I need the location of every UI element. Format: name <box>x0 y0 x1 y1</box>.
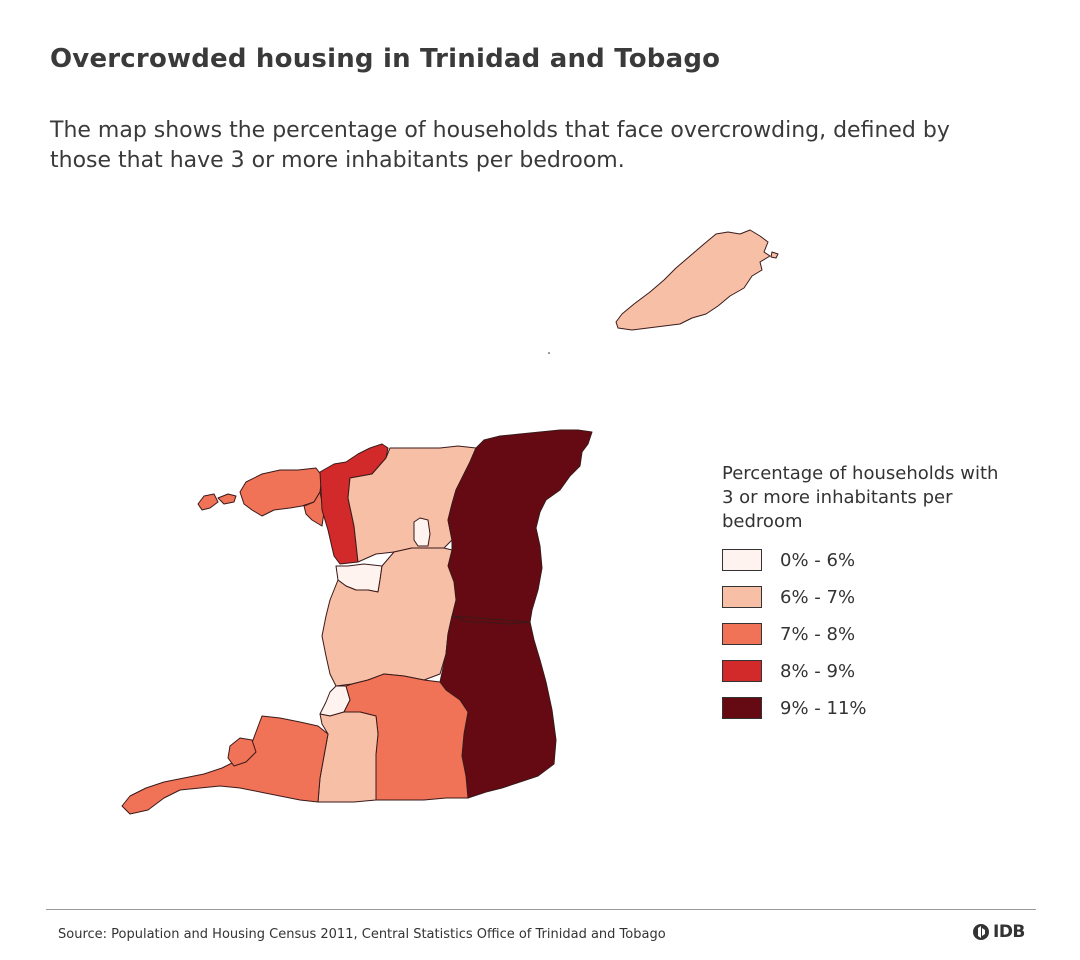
region-arima[interactable] <box>413 517 431 547</box>
legend-item: 8% - 9% <box>722 659 1012 683</box>
region-sangre-grande[interactable] <box>447 429 593 625</box>
legend-label: 7% - 8% <box>780 623 856 645</box>
choropleth-map <box>121 229 779 815</box>
region-point-fortin[interactable] <box>227 737 257 767</box>
legend-swatch <box>722 586 762 608</box>
idb-logo-text: IDB <box>993 922 1025 942</box>
legend-item: 0% - 6% <box>722 548 1012 572</box>
region-port-of-spain[interactable] <box>303 491 325 527</box>
region-siparia[interactable] <box>121 715 329 815</box>
legend-label: 8% - 9% <box>780 660 856 682</box>
legend-swatch <box>722 549 762 571</box>
legend-swatch <box>722 697 762 719</box>
source-note: Source: Population and Housing Census 20… <box>58 927 666 942</box>
region-diego-martin-isle-1 <box>197 493 219 511</box>
boundary-north-east <box>451 615 531 623</box>
map-legend: Percentage of households with 3 or more … <box>722 462 1012 733</box>
legend-item: 7% - 8% <box>722 622 1012 646</box>
legend-title: Percentage of households with 3 or more … <box>722 463 999 532</box>
legend-swatch <box>722 623 762 645</box>
region-diego-martin-isle-2 <box>217 493 237 505</box>
legend-label: 0% - 6% <box>780 549 856 571</box>
legend-item: 6% - 7% <box>722 585 1012 609</box>
idb-logo: IDB <box>972 922 1025 942</box>
legend-label: 9% - 11% <box>780 697 867 719</box>
region-penal-debe[interactable] <box>317 711 379 803</box>
idb-logo-icon <box>973 924 989 940</box>
chart-title: Overcrowded housing in Trinidad and Toba… <box>50 44 721 74</box>
legend-label: 6% - 7% <box>780 586 856 608</box>
legend-item: 9% - 11% <box>722 696 1012 720</box>
region-tobago[interactable] <box>615 229 771 331</box>
islet-dot <box>548 352 550 354</box>
region-tobago-islet <box>770 251 779 259</box>
chart-subtitle: The map shows the percentage of househol… <box>50 118 950 173</box>
legend-swatch <box>722 660 762 682</box>
footer-divider <box>46 909 1036 910</box>
